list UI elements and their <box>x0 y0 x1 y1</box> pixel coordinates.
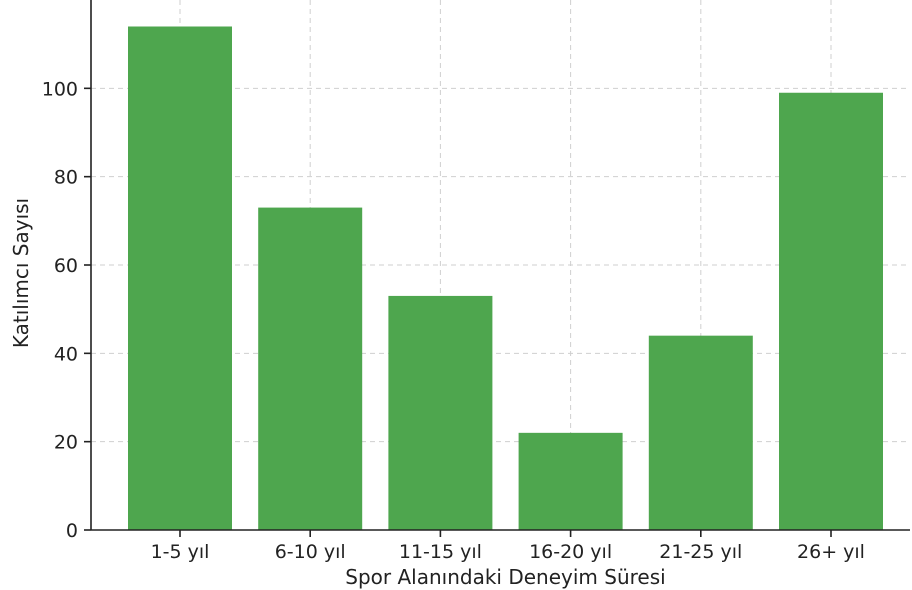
y-axis-title: Katılımcı Sayısı <box>9 198 33 348</box>
x-tick-label: 26+ yıl <box>797 541 865 563</box>
bar-16-20-y-l <box>518 432 623 530</box>
bar-26plus-y-l <box>779 92 883 530</box>
y-tick-label: 40 <box>54 343 78 365</box>
y-axis-ticks: 0 20 40 60 80 100 <box>42 78 91 542</box>
y-tick-label: 100 <box>42 78 78 100</box>
x-tick-label: 21-25 yıl <box>659 541 742 563</box>
bar-11-15-y-l <box>388 295 493 530</box>
x-axis-ticks: 1-5 yıl 6-10 yıl 11-15 yıl 16-20 yıl 21-25 y… <box>151 530 865 563</box>
y-tick-label: 60 <box>54 255 78 277</box>
y-tick-label: 20 <box>54 432 78 454</box>
bar-1-5-y-l <box>128 26 232 530</box>
bar-21-25-y-l <box>648 335 753 530</box>
x-tick-label: 6-10 yıl <box>275 541 346 563</box>
bars <box>128 26 883 531</box>
bar-6-10-y-l <box>258 207 363 531</box>
x-tick-label: 16-20 yıl <box>529 541 612 563</box>
x-tick-label: 1-5 yıl <box>151 541 210 563</box>
y-tick-label: 0 <box>66 520 78 542</box>
x-axis-title: Spor Alanındaki Deneyim Süresi <box>345 565 665 589</box>
x-tick-label: 11-15 yıl <box>399 541 482 563</box>
y-tick-label: 80 <box>54 167 78 189</box>
